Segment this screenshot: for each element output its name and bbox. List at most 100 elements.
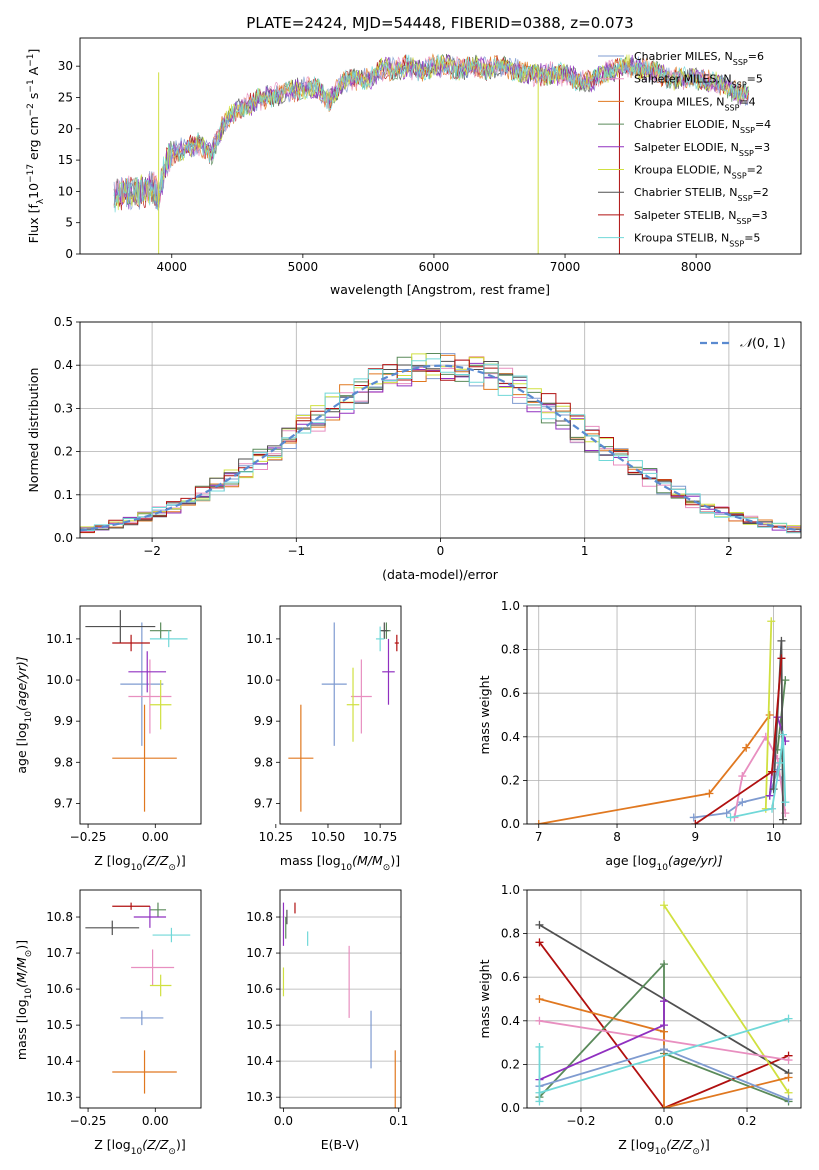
x-tick-label: −1 [287, 544, 305, 558]
point-marker [535, 938, 544, 947]
label-part: 10 [131, 863, 143, 873]
age-vs-mass-plot [288, 622, 399, 812]
legend-name: Kroupa STELIB, N [634, 232, 729, 245]
label-part: 10 [657, 863, 669, 873]
x-tick-label: −0.25 [70, 1114, 107, 1128]
point-marker [768, 804, 777, 813]
label-part: 10 [655, 1147, 667, 1157]
y-tick-label: 9.8 [254, 755, 273, 769]
point-marker [784, 1095, 793, 1104]
y-tick-label: 9.7 [54, 796, 73, 810]
point-marker [691, 820, 700, 824]
point-marker [775, 758, 784, 767]
legend-sub: SSP [724, 103, 739, 112]
legend-sub: SSP [738, 194, 753, 203]
weight-line-kroupa-miles [539, 998, 789, 1108]
y-tick-label: 10 [58, 184, 73, 198]
y-tick-label: 15 [58, 153, 73, 167]
label-part: (Z/Z [142, 853, 169, 868]
legend-sub: SSP [740, 126, 755, 135]
label-part: Normed distribution [26, 368, 41, 493]
legend-entry: Kroupa STELIB, NSSP=5 [634, 232, 760, 249]
y-tick-label: 0.1 [54, 488, 73, 502]
y-tick-label: 30 [58, 59, 73, 73]
x-tick-label: 0.2 [737, 1114, 756, 1128]
x-tick-label: 0.0 [274, 1114, 293, 1128]
spectrum-line-kroupa-stelib [113, 54, 749, 213]
label-part: −1 [26, 79, 36, 92]
y-tick-label: 0.0 [501, 1101, 520, 1115]
point-marker [535, 995, 544, 1003]
point-marker [705, 789, 714, 798]
point-marker [535, 1042, 544, 1051]
mass-vs-ebv-grid [280, 916, 401, 1098]
point-marker [765, 711, 774, 719]
ylabel: mass weight [477, 959, 492, 1038]
legend-n: =4 [755, 118, 771, 131]
label-part: ⊙ [168, 863, 176, 873]
age-vs-Z-bg [80, 606, 201, 824]
point-marker [784, 1056, 793, 1065]
label-part: ⊙ [168, 1147, 176, 1157]
point-marker [535, 920, 544, 929]
legend-name: Chabrier ELODIE, N [634, 118, 740, 131]
residual-xlabel: (data-model)/error [382, 567, 499, 582]
label-part: −1 [26, 54, 36, 67]
label-part: (data-model)/error [382, 567, 499, 582]
x-tick-label: 6000 [419, 260, 450, 274]
age-vs-mass-axes: 10.25 10.50 10.75 9.7 9.8 9.9 10.0 10.1 mass [lo… [246, 605, 402, 873]
point-marker [777, 654, 786, 663]
y-tick-label: 9.9 [254, 714, 273, 728]
weight-line-kroupa-stelib [539, 1017, 789, 1094]
mass-vs-ebv-frame [279, 889, 402, 1109]
weight-line-kroupa-miles [538, 714, 771, 824]
xlabel: Z [log10(Z/Z⊙)] [94, 853, 185, 873]
x-tick-label: 4000 [156, 260, 187, 274]
label-part: −17 [26, 164, 36, 183]
age-vs-Z-axes: −0.25 0.009.79.89.910.010.1Z [log10(Z/Z⊙)… [14, 605, 202, 873]
legend-name: Kroupa MILES, N [634, 95, 724, 108]
figure-title: PLATE=2424, MJD=54448, FIBERID=0388, z=0… [246, 14, 633, 32]
legend-n: =3 [751, 209, 767, 222]
legend-sub: SSP [729, 239, 744, 248]
legend-entry: Salpeter ELODIE, NSSP=3 [634, 141, 770, 158]
label-part: erg cm [26, 116, 41, 164]
label-part: Flux [f [26, 204, 41, 244]
weight-vs-Z-frame [526, 889, 802, 1109]
legend-entry: Kroupa ELODIE, NSSP=2 [634, 164, 763, 181]
legend-sub: SSP [739, 148, 754, 157]
label-part: 10 [26, 183, 41, 199]
chart-layer: 4000 5000 6000 7000 8000051015202530Chabrier… [14, 37, 802, 1157]
legend-name: Salpeter MILES, N [634, 73, 732, 86]
label-part: )] [390, 853, 400, 868]
point-marker [660, 997, 668, 1006]
label-part: λ [36, 198, 46, 204]
mass-vs-ebv-axes: 0.0 0.1 10.3 10.4 10.5 10.6 10.7 10.8 E(B-V) [246, 889, 408, 1152]
y-tick-label: 0.4 [501, 1014, 520, 1028]
point-marker [781, 798, 790, 807]
x-tick-label: 0.1 [389, 1114, 408, 1128]
residual-ylabel: Normed distribution [26, 368, 41, 493]
legend-name: Salpeter STELIB, N [634, 209, 736, 222]
spectrum-plot [113, 53, 749, 254]
xlabel: E(B-V) [321, 1137, 360, 1152]
legend-name: Salpeter ELODIE, N [634, 141, 739, 154]
label-part: mass weight [477, 675, 492, 754]
age-vs-mass-bg [280, 606, 401, 824]
point-marker [778, 815, 787, 824]
point-marker [784, 1014, 793, 1023]
y-tick-label: 0.2 [501, 1057, 520, 1071]
point-marker [722, 809, 731, 818]
y-tick-label: 10.0 [46, 673, 73, 687]
weight-vs-Z-plot [535, 901, 793, 1108]
x-tick-label: 7000 [550, 260, 581, 274]
legend-sub: SSP [732, 80, 747, 89]
point-marker [534, 820, 543, 824]
spectrum-line-kroupa-elodie [113, 54, 749, 211]
y-tick-label: 0.6 [501, 686, 520, 700]
y-tick-label: 10.4 [46, 1054, 73, 1068]
label-part: Z [log [94, 1137, 130, 1152]
ylabel: age [log10(age/yr)] [14, 656, 34, 773]
label-part: (age/yr)] [668, 853, 723, 868]
